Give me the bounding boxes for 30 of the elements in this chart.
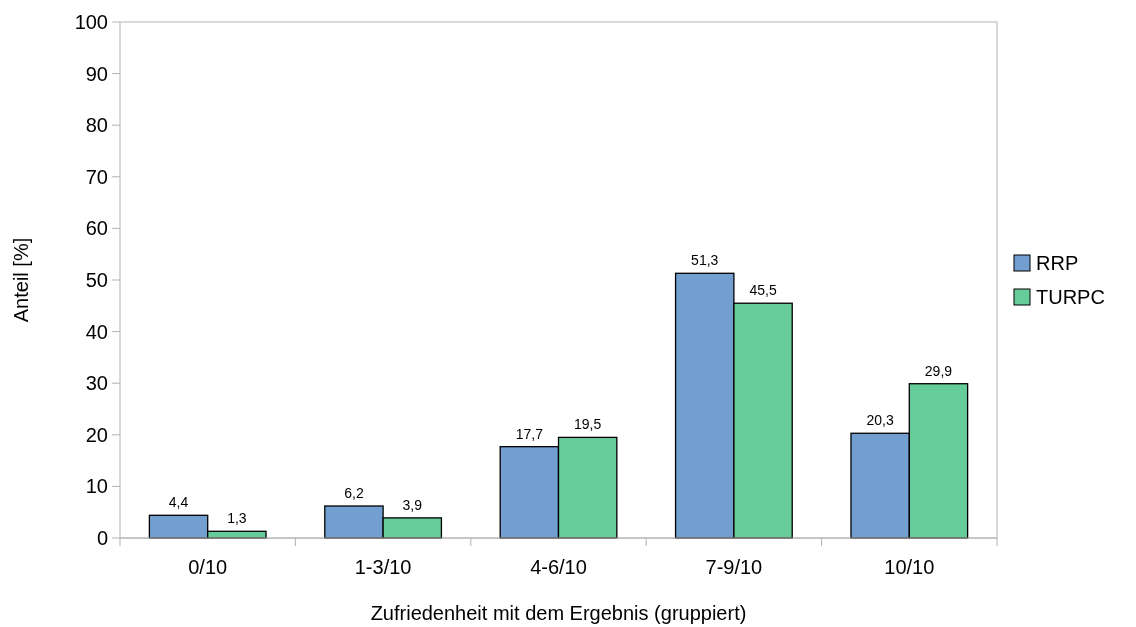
- y-tick-label: 90: [85, 62, 108, 85]
- y-tick-label: 80: [85, 114, 108, 137]
- data-label: 29,9: [924, 362, 953, 379]
- data-label: 51,3: [691, 252, 719, 269]
- data-label: 4,4: [168, 494, 189, 511]
- x-tick-label: 4-6/10: [530, 556, 587, 578]
- x-tick-label: 0/10: [188, 556, 228, 578]
- x-tick-label: 7-9/10: [705, 556, 763, 578]
- y-tick-label: 100: [74, 11, 108, 33]
- y-tick-label: 40: [85, 320, 108, 343]
- x-tick-label: 1-3/10: [354, 556, 412, 578]
- x-tick-label: 10/10: [884, 556, 935, 578]
- y-tick-label: 50: [85, 269, 108, 291]
- y-tick-label: 10: [85, 475, 108, 498]
- y-axis-title: Anteil [%]: [10, 237, 32, 323]
- data-label: 19,5: [574, 416, 602, 433]
- data-label: 45,5: [749, 282, 777, 299]
- y-tick-label: 20: [85, 423, 108, 446]
- y-tick-label: 60: [85, 217, 108, 240]
- y-tick-label: 30: [85, 372, 108, 395]
- y-tick-label: 70: [85, 165, 108, 188]
- y-tick-label: 0: [96, 527, 108, 549]
- data-label: 3,9: [402, 496, 423, 513]
- legend-label: RRP: [1036, 252, 1079, 274]
- legend-label: TURPC: [1036, 286, 1105, 308]
- x-axis-title: Zufriedenheit mit dem Ergebnis (gruppiert): [370, 602, 747, 624]
- data-label: 17,7: [515, 425, 544, 442]
- data-label: 1,3: [227, 510, 247, 527]
- data-label: 20,3: [866, 412, 894, 429]
- data-label: 6,2: [344, 485, 364, 502]
